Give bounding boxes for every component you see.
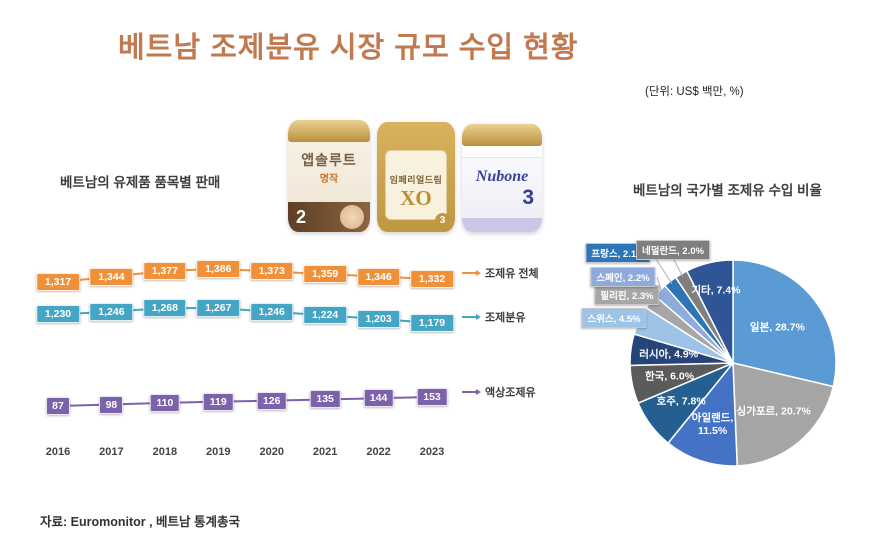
axis-tick-label: 2018 xyxy=(152,446,178,458)
legend-label: 액상조제유 xyxy=(485,387,536,399)
product-can-absolute: 앱솔루트 명작 2 xyxy=(288,120,370,232)
data-label: 1,373 xyxy=(249,262,294,281)
product-brand: 임페리얼드림 xyxy=(389,175,443,185)
data-label: 153 xyxy=(416,388,448,406)
legend-arrow-icon xyxy=(476,270,481,276)
source-note: 자료: Euromonitor , 베트남 통계총국 xyxy=(40,515,241,529)
pie-slice-label: 일본, 28.7% xyxy=(749,321,805,334)
data-label: 126 xyxy=(256,391,287,410)
data-label: 1,246 xyxy=(89,302,134,321)
product-subname: 명작 xyxy=(319,174,339,185)
unit-note: (단위: US$ 백만, %) xyxy=(645,86,744,98)
pie-slice-label: 한국, 6.0% xyxy=(645,370,695,383)
data-label: 1,203 xyxy=(356,309,401,328)
axis-tick-label: 2019 xyxy=(206,446,231,458)
axis-tick-label: 2016 xyxy=(45,446,71,458)
product-stage: 3 xyxy=(435,213,450,228)
data-label: 1,267 xyxy=(196,299,241,318)
data-label: 1,179 xyxy=(410,314,454,332)
legend-label: 조제유 전체 xyxy=(485,268,539,280)
legend-arrow-icon xyxy=(476,389,481,395)
product-stage: 2 xyxy=(296,207,307,227)
data-label: 1,344 xyxy=(89,267,134,286)
data-label: 1,268 xyxy=(143,299,187,317)
data-label: 1,224 xyxy=(303,306,347,325)
legend-label: 조제분유 xyxy=(485,312,526,324)
pie-callout-label: 네덜란드, 2.0% xyxy=(636,240,710,260)
product-stage: 3 xyxy=(522,186,534,209)
can-strip xyxy=(462,218,542,232)
baby-image xyxy=(340,205,364,229)
pie-slice-label: 싱가포르, 20.7% xyxy=(736,405,811,418)
can-band xyxy=(462,146,542,158)
axis-tick-label: 2023 xyxy=(419,446,445,458)
data-label: 98 xyxy=(99,395,124,414)
page-title: 베트남 조제분유 시장 규모 수입 현황 xyxy=(118,32,579,64)
pie-callout-label: 스페인, 2.2% xyxy=(590,267,656,287)
legend-marker xyxy=(462,272,476,274)
data-label: 1,246 xyxy=(249,302,294,321)
axis-tick-label: 2020 xyxy=(259,446,284,458)
legend-item: 액상조제유 xyxy=(462,384,536,400)
pie-callout-label: 필리핀, 2.3% xyxy=(594,285,660,305)
data-label: 144 xyxy=(363,389,394,408)
pie-callout-label: 스위스, 4.5% xyxy=(581,308,647,328)
axis-tick-label: 2017 xyxy=(99,446,124,458)
can-lid xyxy=(462,124,542,146)
data-label: 1,346 xyxy=(356,267,401,286)
data-label: 110 xyxy=(149,393,181,412)
data-label: 135 xyxy=(309,390,341,409)
pie-slice-label: 러시아, 4.9% xyxy=(639,348,699,360)
pie-slice-label: 호주, 7.8% xyxy=(656,395,706,408)
axis-tick-label: 2021 xyxy=(312,446,338,458)
legend-item: 조제유 전체 xyxy=(462,265,539,281)
product-brand: 앱솔루트 xyxy=(301,152,357,168)
legend-arrow-icon xyxy=(476,314,481,320)
legend-marker xyxy=(462,316,476,318)
can-label: 임페리얼드림 XO xyxy=(385,150,447,220)
data-label: 1,230 xyxy=(36,305,80,324)
product-subname: XO xyxy=(400,186,432,210)
product-can-nubone: Nubone 3 xyxy=(462,124,542,232)
axis-tick-label: 2022 xyxy=(366,446,391,458)
pie-slice-label: 기타, 7.4% xyxy=(691,284,741,297)
product-brand: Nubone xyxy=(475,168,529,185)
legend-item: 조제분유 xyxy=(462,309,525,325)
data-label: 1,359 xyxy=(303,265,347,284)
data-label: 1,317 xyxy=(36,273,80,291)
pie-chart-title: 베트남의 국가별 조제유 수입 비율 xyxy=(633,183,822,198)
legend-marker xyxy=(462,391,476,393)
pie-slice-label: 아일랜드, 11.5% xyxy=(691,411,734,437)
data-label: 87 xyxy=(46,397,70,415)
can-lid xyxy=(288,120,370,142)
data-label: 1,386 xyxy=(196,260,241,278)
data-label: 1,377 xyxy=(143,261,187,280)
data-label: 119 xyxy=(203,392,234,411)
data-label: 1,332 xyxy=(410,270,454,289)
product-can-imperial-xo: 임페리얼드림 XO 3 xyxy=(377,122,455,232)
line-chart-title: 베트남의 유제품 품목별 판매 xyxy=(60,175,221,190)
